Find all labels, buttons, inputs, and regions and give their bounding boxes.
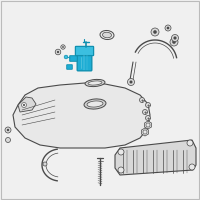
Polygon shape (13, 83, 150, 148)
Circle shape (61, 45, 65, 49)
Circle shape (146, 116, 151, 120)
Circle shape (128, 78, 134, 86)
Circle shape (6, 138, 10, 142)
Circle shape (172, 34, 179, 42)
Circle shape (5, 127, 11, 133)
Circle shape (7, 129, 9, 131)
Circle shape (23, 104, 25, 106)
Circle shape (130, 80, 132, 84)
Ellipse shape (87, 101, 103, 107)
Circle shape (173, 36, 177, 40)
Polygon shape (145, 121, 151, 129)
Ellipse shape (100, 30, 114, 40)
Circle shape (142, 110, 148, 114)
Ellipse shape (85, 79, 105, 87)
Ellipse shape (103, 32, 111, 38)
Circle shape (167, 27, 169, 29)
Circle shape (118, 167, 124, 173)
Polygon shape (115, 140, 196, 175)
Circle shape (55, 49, 61, 55)
Polygon shape (142, 128, 148, 136)
Circle shape (43, 162, 47, 166)
FancyBboxPatch shape (75, 46, 94, 56)
FancyBboxPatch shape (67, 65, 72, 69)
Circle shape (172, 40, 176, 44)
Circle shape (153, 30, 157, 34)
Circle shape (165, 25, 171, 31)
Circle shape (62, 46, 64, 48)
Circle shape (118, 149, 124, 155)
FancyBboxPatch shape (70, 56, 77, 61)
Ellipse shape (84, 99, 106, 109)
Circle shape (151, 28, 159, 36)
Circle shape (140, 98, 144, 102)
Circle shape (146, 123, 150, 127)
FancyBboxPatch shape (77, 51, 92, 71)
Circle shape (64, 55, 68, 59)
Circle shape (187, 140, 193, 146)
Polygon shape (18, 97, 36, 112)
Circle shape (170, 38, 178, 46)
Circle shape (146, 102, 151, 108)
Circle shape (189, 164, 195, 170)
Circle shape (143, 130, 147, 134)
Circle shape (57, 51, 59, 53)
Ellipse shape (88, 81, 102, 85)
Circle shape (22, 102, 26, 108)
